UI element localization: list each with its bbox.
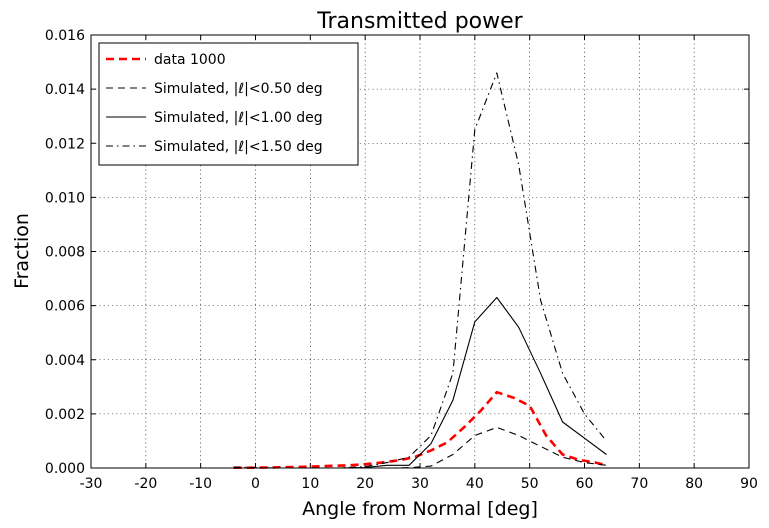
series-line-4 [233,72,607,469]
x-tick-label: 50 [521,476,539,492]
y-tick-label: 0.006 [45,299,85,315]
x-tick-label: 20 [356,476,374,492]
y-tick-label: 0.012 [45,136,85,152]
legend-label-1: data 1000 [154,52,226,68]
y-tick-label: 0.014 [45,82,85,98]
legend: data 1000 Simulated, |ℓ|<0.50 deg Simulate… [98,42,359,166]
y-tick-label: 0.000 [45,461,85,477]
chart-title: Transmitted power [316,9,523,34]
legend-label-3: Simulated, |ℓ|<1.00 deg [154,110,323,126]
y-tick-label: 0.008 [45,245,85,261]
x-axis-label: Angle from Normal [deg] [302,498,538,520]
x-tick-label: -10 [189,476,212,492]
x-tick-labels: -30 -20 -10 0 10 20 30 40 50 60 70 80 90 [80,476,758,492]
y-tick-label: 0.002 [45,407,85,423]
x-tick-label: 80 [685,476,703,492]
y-tick-label: 0.016 [45,28,85,44]
legend-label-2: Simulated, |ℓ|<0.50 deg [154,81,323,97]
x-tick-label: -30 [80,476,103,492]
x-tick-label: 40 [466,476,484,492]
x-tick-label: -20 [134,476,157,492]
y-tick-label: 0.010 [45,190,85,206]
y-axis-label: Fraction [11,213,33,289]
series-line-2 [233,426,607,469]
tick-marks [90,34,750,469]
series-layer [233,72,607,470]
y-tick-label: 0.004 [45,353,85,369]
x-tick-label: 60 [576,476,594,492]
x-tick-label: 70 [630,476,648,492]
x-tick-label: 10 [301,476,319,492]
legend-label-4: Simulated, |ℓ|<1.50 deg [154,139,323,155]
x-tick-label: 30 [411,476,429,492]
legend-box [98,42,359,166]
y-tick-labels: 0.000 0.002 0.004 0.006 0.008 0.010 0.012 0.014… [45,28,85,477]
x-tick-label: 0 [251,476,260,492]
x-tick-label: 90 [740,476,758,492]
